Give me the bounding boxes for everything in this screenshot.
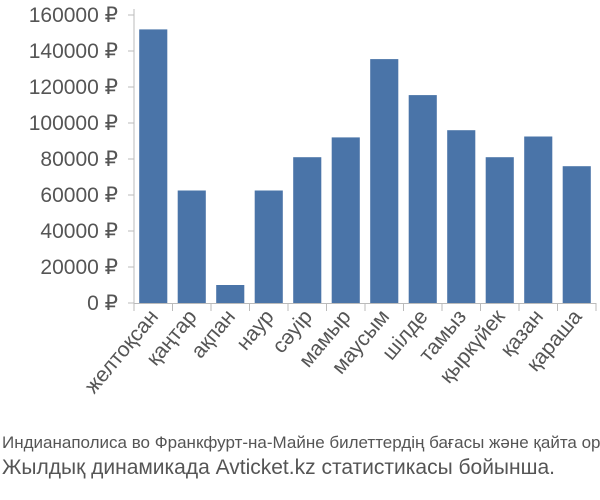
- y-tick-label: 120000 ₽: [29, 76, 118, 99]
- y-tick-label: 20000 ₽: [40, 256, 118, 279]
- bar: [216, 285, 245, 303]
- y-tick-label: 140000 ₽: [29, 40, 118, 63]
- bar: [177, 190, 206, 303]
- bar: [370, 59, 399, 303]
- bar: [562, 166, 591, 303]
- bar: [524, 136, 553, 303]
- bar: [447, 130, 476, 303]
- bar: [485, 157, 514, 303]
- bar: [293, 157, 322, 303]
- y-tick-label: 100000 ₽: [29, 112, 118, 135]
- y-tick-label: 60000 ₽: [40, 184, 118, 207]
- y-tick-label: 0 ₽: [87, 292, 118, 315]
- y-tick-label: 40000 ₽: [40, 220, 118, 243]
- x-tick-label: ақпан: [187, 305, 240, 362]
- bar: [254, 190, 283, 303]
- bar: [331, 137, 360, 303]
- bars: [139, 29, 591, 304]
- bar: [408, 95, 437, 303]
- y-tick-label: 80000 ₽: [40, 148, 118, 171]
- bar: [139, 29, 168, 304]
- y-axis: 0 ₽ 20000 ₽ 40000 ₽ 60000 ₽ 80000 ₽ 100000 ₽ 1…: [29, 4, 135, 315]
- y-tick-label: 160000 ₽: [29, 4, 118, 27]
- x-axis: желтоқсанқаңтарақпаннаурсәуірмамырмаусым…: [80, 303, 597, 398]
- chart-caption-line-2: Жылдық динамикада Avticket.kz статистика…: [2, 456, 555, 479]
- bar-chart: 0 ₽ 20000 ₽ 40000 ₽ 60000 ₽ 80000 ₽ 100000 ₽ 1…: [29, 4, 597, 398]
- chart-caption-line-1: Индианаполиса во Франкфурт-на-Майне биле…: [2, 433, 600, 452]
